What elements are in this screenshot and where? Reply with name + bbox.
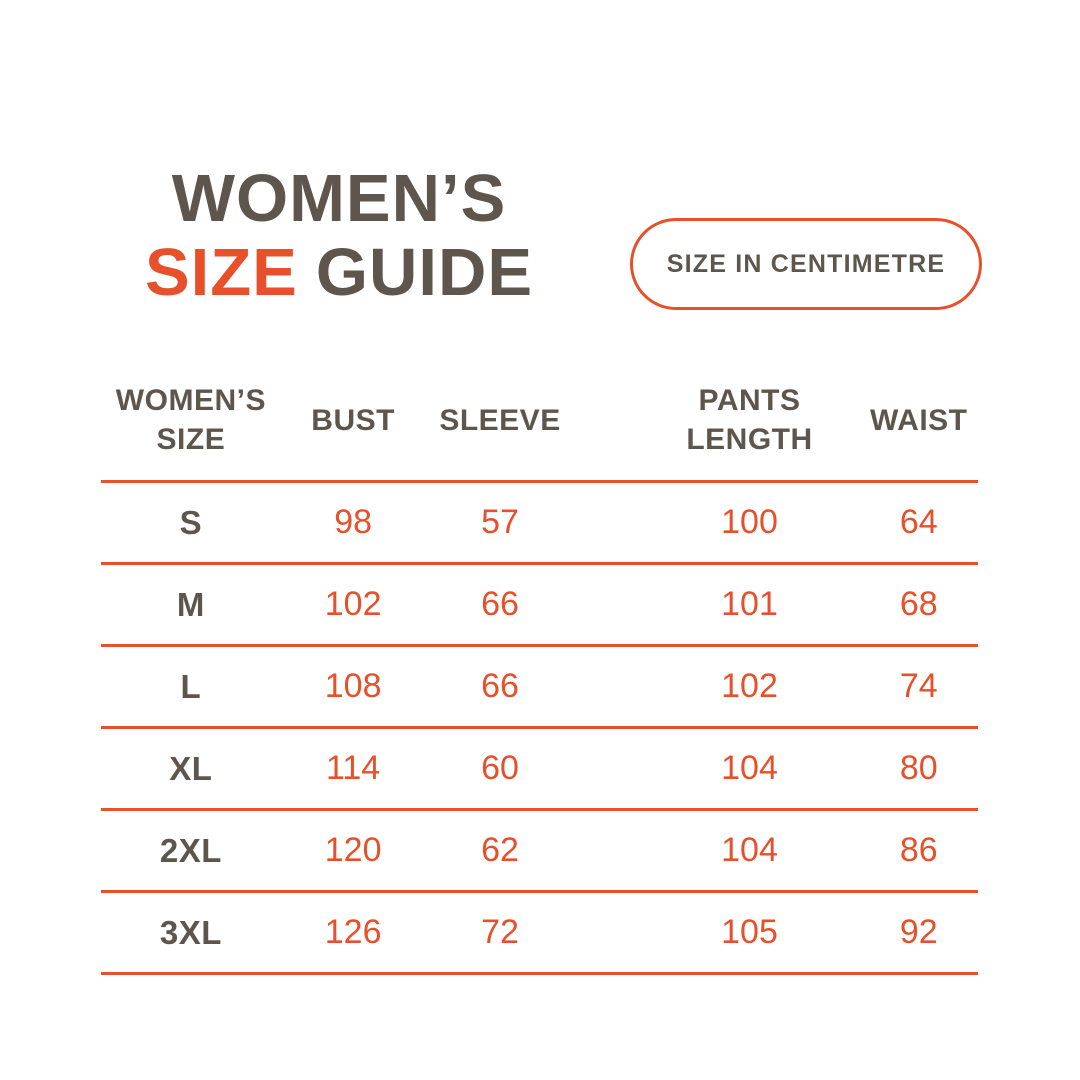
row-spacer-cell: [575, 932, 640, 933]
header-spacer-cell: [575, 420, 640, 421]
value-cell-sleeve: 62: [481, 831, 519, 869]
size-label-cell: S: [179, 503, 203, 541]
table-header-row: WOMEN’S SIZE BUST SLEEVE PANTS LENGTH WAIST: [101, 360, 978, 483]
header-label-line: PANTS: [698, 384, 801, 417]
header-cell-bust: BUST: [281, 401, 426, 440]
value-cell-bust: 98: [334, 503, 373, 541]
value-cell-pants_length: 100: [721, 503, 778, 541]
value-cell-bust: 108: [324, 667, 382, 705]
title-accent-word: SIZE: [144, 235, 298, 310]
value-cell-bust: 102: [324, 585, 382, 623]
value-cell-waist: 68: [899, 585, 938, 623]
value-cell-pants_length: 104: [721, 749, 778, 787]
value-cell-sleeve: 72: [481, 913, 519, 951]
table-body: S 98 57 100 64 M 102 66 101 68 L 108 66 102 74 XL 114 60 1…: [101, 483, 978, 975]
size-label-cell: 3XL: [159, 913, 222, 951]
value-cell-sleeve: 60: [481, 749, 519, 787]
page-title: WOMEN’S SIZE GUIDE: [108, 162, 570, 310]
header-cell-sleeve: SLEEVE: [425, 401, 574, 440]
value-cell-pants_length: 101: [721, 585, 778, 623]
value-cell-waist: 80: [899, 749, 938, 787]
title-line-1: WOMEN’S: [171, 161, 507, 236]
value-cell-bust: 114: [326, 749, 381, 787]
value-cell-pants_length: 104: [721, 831, 778, 869]
unit-badge: SIZE IN CENTIMETRE: [630, 218, 982, 310]
value-cell-pants_length: 105: [721, 913, 778, 951]
title-line-2: SIZE GUIDE: [108, 236, 570, 310]
row-spacer-cell: [575, 768, 640, 769]
value-cell-waist: 64: [899, 503, 938, 541]
header-cell-pants_length: PANTS LENGTH: [639, 381, 859, 459]
header-label-line: SIZE: [156, 423, 226, 456]
value-cell-sleeve: 66: [481, 667, 519, 705]
value-cell-waist: 74: [899, 667, 938, 705]
row-spacer-cell: [575, 850, 640, 851]
size-label-cell: M: [176, 585, 205, 623]
row-spacer-cell: [575, 686, 640, 687]
value-cell-waist: 92: [899, 913, 938, 951]
row-spacer-cell: [575, 604, 640, 605]
header-label-line: WAIST: [870, 403, 968, 437]
size-table: WOMEN’S SIZE BUST SLEEVE PANTS LENGTH WAIST S 9…: [101, 360, 978, 975]
size-label-cell: XL: [169, 749, 213, 787]
size-label-cell: L: [180, 667, 202, 705]
header-label-line: LENGTH: [686, 423, 813, 456]
table-row: S 98 57 100 64: [101, 483, 978, 565]
value-cell-sleeve: 57: [481, 503, 519, 541]
value-cell-sleeve: 66: [481, 585, 519, 623]
header-cell-waist: WAIST: [860, 401, 978, 440]
header-cell-size: WOMEN’S SIZE: [101, 381, 281, 459]
size-label-cell: 2XL: [159, 831, 222, 869]
table-row: 2XL 120 62 104 86: [101, 811, 978, 893]
table-row: M 102 66 101 68: [101, 565, 978, 647]
table-row: XL 114 60 104 80: [101, 729, 978, 811]
value-cell-bust: 120: [324, 831, 382, 869]
header-label-line: SLEEVE: [439, 403, 561, 437]
unit-badge-label: SIZE IN CENTIMETRE: [666, 249, 946, 278]
header-label-line: WOMEN’S: [115, 384, 266, 417]
value-cell-bust: 126: [324, 913, 382, 951]
header-label-line: BUST: [311, 403, 395, 437]
title-rest-word: GUIDE: [315, 235, 534, 310]
table-row: 3XL 126 72 105 92: [101, 893, 978, 975]
value-cell-pants_length: 102: [721, 667, 778, 705]
row-spacer-cell: [575, 522, 640, 523]
value-cell-waist: 86: [899, 831, 938, 869]
table-row: L 108 66 102 74: [101, 647, 978, 729]
